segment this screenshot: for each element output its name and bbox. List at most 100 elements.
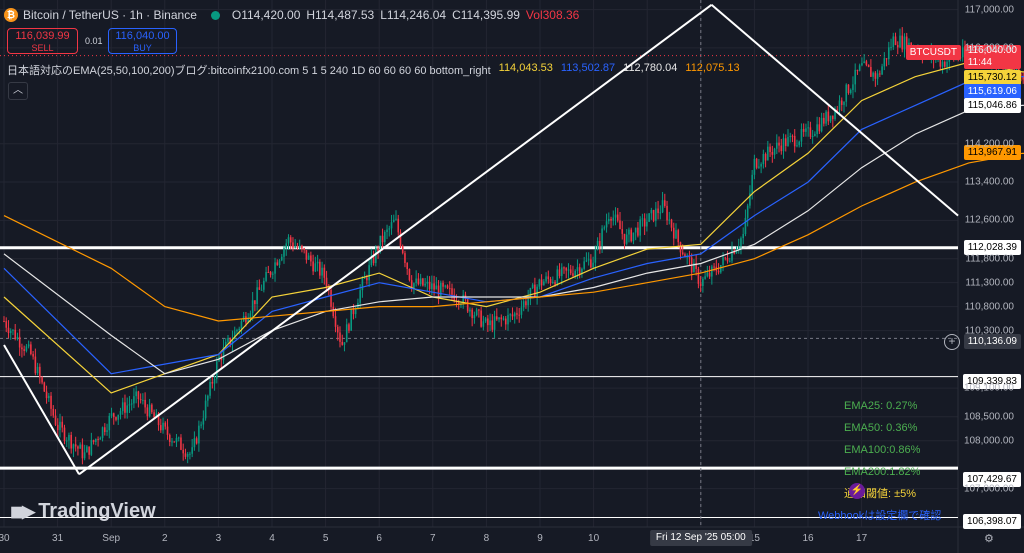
candle-body: [755, 158, 758, 168]
candle-body: [23, 349, 25, 351]
candle-body: [448, 288, 451, 290]
ema100-value: 112,780.04: [623, 62, 678, 74]
price-tick-label: 116,200.00: [964, 42, 1014, 54]
candle-body: [88, 446, 90, 455]
candle-body: [547, 276, 550, 280]
candle-body: [652, 209, 655, 221]
candle-body: [758, 166, 760, 168]
candle-body: [7, 327, 10, 334]
price-tick-label: 109,100.00: [963, 382, 1014, 394]
candle-body: [345, 324, 348, 343]
candle-body: [581, 268, 583, 274]
candle-body: [278, 260, 281, 266]
time-tick-label: 9: [537, 533, 543, 544]
candle-body: [332, 306, 335, 317]
candle-body: [390, 222, 393, 229]
candle-body: [1022, 75, 1024, 80]
symbol-title[interactable]: Bitcoin / TetherUS · 1h · Binance: [23, 8, 197, 22]
candle-body: [704, 276, 706, 279]
candle-body: [457, 301, 460, 305]
candle-body: [888, 47, 890, 60]
candle-body: [605, 221, 608, 228]
candle-body: [460, 304, 462, 306]
candle-body: [115, 417, 117, 420]
buy-button[interactable]: 116,040.00 BUY: [108, 28, 177, 54]
candle-body: [211, 381, 214, 384]
trend-line: [3, 344, 80, 475]
bitcoin-icon: ₿: [4, 8, 18, 22]
ema25-deviation: EMA25: 0.27%: [844, 400, 918, 412]
candle-body: [608, 218, 610, 222]
lightning-icon[interactable]: ⚡: [849, 483, 865, 499]
candle-body: [30, 344, 32, 355]
candle-body: [805, 128, 807, 132]
candle-body: [79, 444, 81, 449]
candle-body: [381, 235, 384, 243]
trend-line: [710, 4, 959, 217]
settings-gear-icon[interactable]: ⚙: [984, 533, 994, 545]
candle-body: [890, 46, 892, 48]
candle-body: [334, 316, 337, 327]
indicator-legend[interactable]: 日本語対応のEMA(25,50,100,200)ブログ:bitcoinfx210…: [7, 62, 740, 78]
price-tick-label: 107,000.00: [963, 483, 1014, 495]
candle-body: [392, 219, 395, 223]
candle-body: [717, 270, 720, 273]
candle-body: [43, 382, 46, 392]
candle-body: [303, 248, 305, 250]
candle-body: [576, 267, 579, 271]
candle-body: [778, 142, 780, 146]
add-alert-icon[interactable]: +: [944, 334, 960, 350]
candle-body: [155, 413, 158, 418]
candle-body: [475, 309, 478, 316]
candle-body: [95, 438, 97, 443]
time-tick-label: 31: [52, 533, 64, 544]
buy-label: BUY: [133, 43, 152, 53]
candle-body: [173, 441, 176, 443]
candle-body: [339, 332, 341, 342]
candle-body: [513, 313, 516, 317]
candle-body: [697, 268, 700, 284]
candle-body: [603, 227, 606, 229]
sell-button[interactable]: 116,039.99 SELL: [7, 28, 78, 54]
candle-body: [498, 317, 500, 320]
ema50-deviation: EMA50: 0.36%: [844, 422, 918, 434]
symbol-price-label: BTCUSDT: [905, 45, 961, 60]
candle-body: [294, 246, 296, 248]
ema-line-ema25: [3, 61, 1024, 394]
candle-body: [834, 109, 836, 120]
candle-body: [529, 288, 532, 298]
candle-body: [578, 267, 581, 274]
collapse-chevron-icon[interactable]: ︿: [8, 82, 28, 100]
level2-price-label: 109,339.83: [962, 374, 1021, 389]
candle-body: [424, 283, 426, 286]
candle-body: [180, 437, 182, 450]
candle-body: [500, 317, 503, 320]
candle-body: [525, 301, 527, 306]
ema200-price-label: 113,967.91: [963, 145, 1021, 160]
candle-body: [876, 73, 879, 79]
candle-body: [771, 151, 774, 155]
candle-body: [776, 142, 778, 149]
candle-body: [108, 415, 111, 431]
candle-body: [480, 310, 482, 327]
candle-body: [724, 257, 727, 259]
candle-body: [164, 422, 167, 427]
ohlc-open: O114,420.00: [231, 8, 301, 22]
candle-body: [59, 421, 61, 431]
candle-body: [728, 260, 731, 262]
candle-body: [827, 111, 830, 122]
candle-body: [811, 135, 814, 137]
candle-body: [213, 378, 216, 384]
candle-body: [610, 218, 612, 221]
candle-body: [330, 289, 332, 307]
candle-body: [137, 391, 140, 400]
price-tick-label: 110,300.00: [964, 325, 1014, 337]
candle-body: [563, 267, 565, 269]
candle-body: [86, 446, 88, 453]
candle-body: [511, 314, 514, 317]
price-tick-label: 108,500.00: [963, 411, 1014, 423]
level3-price-label: 107,429.67: [962, 472, 1021, 487]
candle-body: [379, 235, 382, 251]
crosshair-time-label: Fri 12 Sep '25 05:00: [649, 530, 752, 546]
